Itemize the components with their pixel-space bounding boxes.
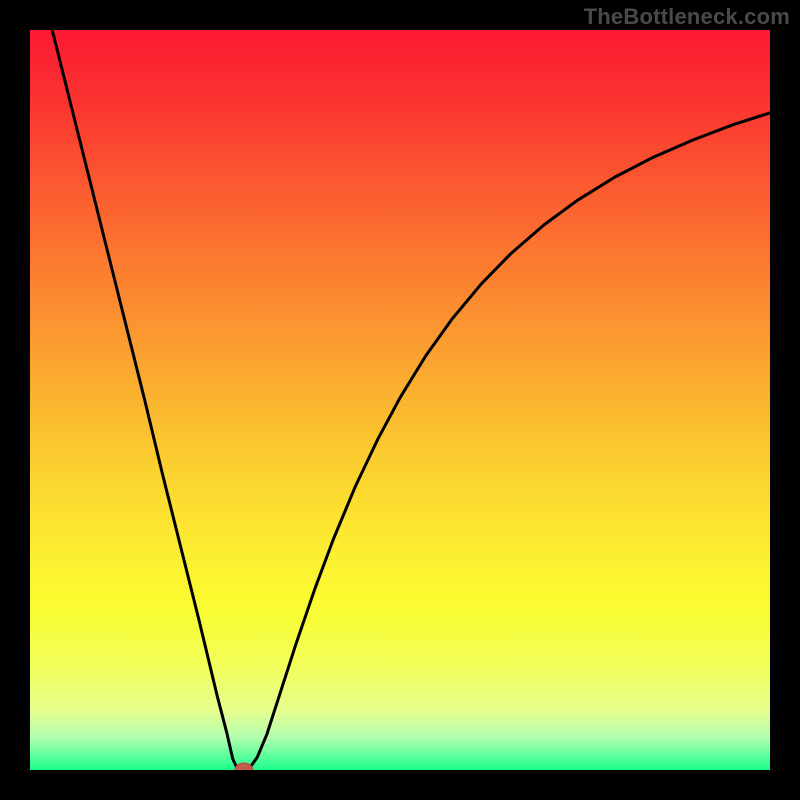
bottleneck-curve-chart xyxy=(30,30,770,770)
plot-area xyxy=(30,30,770,770)
chart-frame: TheBottleneck.com xyxy=(0,0,800,800)
watermark-text: TheBottleneck.com xyxy=(584,4,790,30)
